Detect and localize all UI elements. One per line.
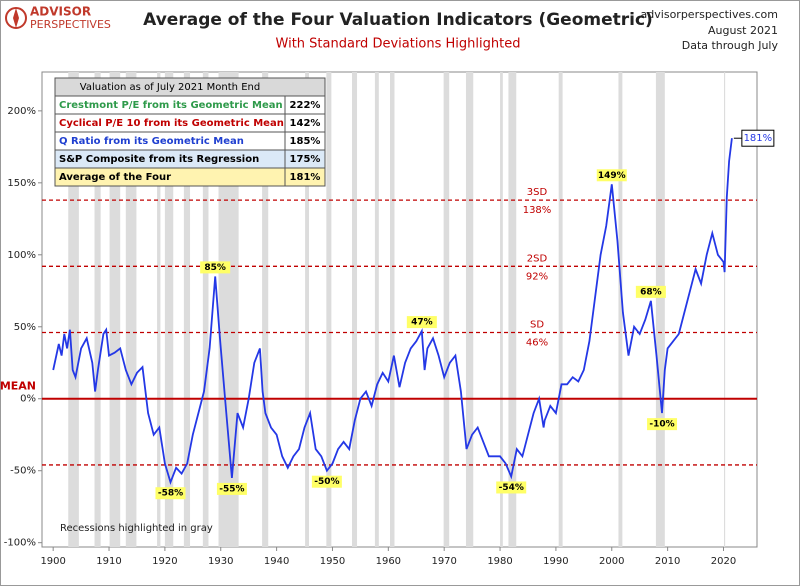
sd-label: 3SD xyxy=(527,187,548,198)
annotation-box xyxy=(635,285,666,298)
recession-band xyxy=(326,72,332,547)
annotation-label: -54% xyxy=(499,483,524,493)
x-tick-label: 2000 xyxy=(599,556,624,567)
y-tick-label: 50% xyxy=(14,322,36,333)
table-value: 222% xyxy=(290,100,321,111)
y-tick-label: 150% xyxy=(7,178,36,189)
sd-value-label: 138% xyxy=(523,205,552,216)
recession-band xyxy=(218,72,239,547)
source-note: Data through July xyxy=(682,39,779,52)
table-value: 175% xyxy=(290,154,321,165)
source: advisorperspectives.com xyxy=(641,8,778,21)
y-tick-label: -100% xyxy=(4,538,36,549)
annotation-label: 149% xyxy=(598,171,626,181)
recession-band xyxy=(465,72,474,547)
x-tick-label: 2020 xyxy=(711,556,736,567)
x-tick-label: 2010 xyxy=(655,556,680,567)
annotation-label: -55% xyxy=(219,484,244,494)
table-label: Q Ratio from its Geometric Mean xyxy=(59,136,244,147)
recession-band xyxy=(374,72,379,547)
logo: ADVISOR PERSPECTIVES xyxy=(5,5,111,31)
annotation-label: 181% xyxy=(744,133,773,144)
recession-band xyxy=(68,72,79,547)
recession-band xyxy=(508,72,517,547)
x-tick-label: 1930 xyxy=(208,556,233,567)
annotation-box xyxy=(647,418,678,431)
recession-band xyxy=(443,72,450,547)
annotation-label: -50% xyxy=(314,477,339,487)
recession-band xyxy=(390,72,395,547)
y-tick-label: -50% xyxy=(10,466,36,477)
recession-band xyxy=(109,72,121,547)
sd-label: SD xyxy=(530,320,544,331)
x-tick-label: 1920 xyxy=(152,556,177,567)
sd-label: 2SD xyxy=(527,253,548,264)
table-label: Average of the Four xyxy=(59,172,171,183)
y-tick-label: 0% xyxy=(20,394,36,405)
recession-band xyxy=(352,72,358,547)
y-tick-label: 100% xyxy=(7,250,36,261)
recession-band xyxy=(655,72,665,547)
x-tick-label: 1970 xyxy=(431,556,456,567)
recession-band xyxy=(558,72,563,547)
table-header: Valuation as of July 2021 Month End xyxy=(80,82,260,93)
recession-band xyxy=(305,72,310,547)
annotation-box xyxy=(216,482,247,495)
mean-label: MEAN xyxy=(0,380,36,393)
table-cell xyxy=(284,167,326,187)
x-tick-label: 1940 xyxy=(264,556,289,567)
annotation-box xyxy=(596,169,627,182)
source-date: August 2021 xyxy=(708,24,778,37)
recession-note: Recessions highlighted in gray xyxy=(60,523,213,534)
recession-band xyxy=(262,72,269,547)
table-value: 142% xyxy=(290,118,321,129)
table-label: S&P Composite from its Regression xyxy=(59,154,259,165)
annotation-box xyxy=(200,261,231,274)
x-tick-label: 1980 xyxy=(487,556,512,567)
chart-subtitle: With Standard Deviations Highlighted xyxy=(276,37,521,52)
logo-bottom: PERSPECTIVES xyxy=(30,18,111,31)
table-label: Crestmont P/E from its Geometric Mean xyxy=(59,100,283,111)
recession-band xyxy=(202,72,209,547)
sd-value-label: 46% xyxy=(526,338,548,349)
x-tick-label: 1990 xyxy=(543,556,568,567)
annotation-label: 68% xyxy=(640,287,662,297)
table-value: 181% xyxy=(290,172,321,183)
valuation-line xyxy=(52,138,733,485)
recession-band xyxy=(94,72,101,547)
annotation-label: 85% xyxy=(204,263,226,273)
annotation-box xyxy=(311,475,342,488)
x-tick-label: 1910 xyxy=(96,556,121,567)
recession-band xyxy=(164,72,174,547)
annotation-label: -10% xyxy=(649,420,674,430)
recession-band xyxy=(157,72,161,547)
y-tick-label: 200% xyxy=(7,106,36,117)
x-tick-label: 1900 xyxy=(40,556,65,567)
recession-band xyxy=(500,72,503,547)
x-tick-label: 1960 xyxy=(376,556,401,567)
table-label: Cyclical P/E 10 from its Geometric Mean xyxy=(59,118,284,129)
x-tick-label: 1950 xyxy=(320,556,345,567)
annotation-label: -58% xyxy=(158,489,183,499)
sd-value-label: 92% xyxy=(526,271,548,282)
annotation-box xyxy=(155,487,186,500)
table-value: 185% xyxy=(290,136,321,147)
logo-top: ADVISOR xyxy=(30,5,91,19)
chart-title: Average of the Four Valuation Indicators… xyxy=(143,10,653,30)
annotation-box xyxy=(496,481,527,494)
annotation-box xyxy=(741,129,775,147)
annotation-label: 47% xyxy=(411,318,433,328)
recession-band xyxy=(125,72,137,547)
recession-band xyxy=(724,72,726,547)
annotation-box xyxy=(406,316,437,329)
recession-band xyxy=(183,72,191,547)
recession-band xyxy=(618,72,623,547)
